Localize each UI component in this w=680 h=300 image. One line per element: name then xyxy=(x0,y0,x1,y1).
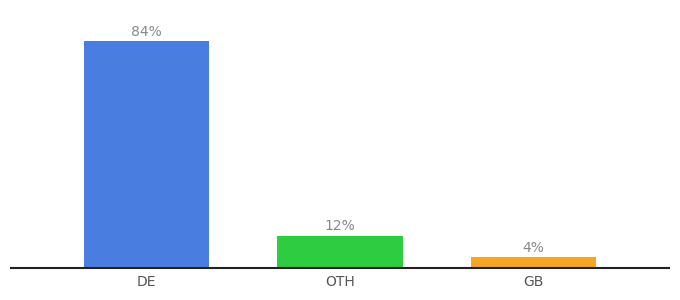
Text: 84%: 84% xyxy=(131,25,162,39)
Bar xyxy=(471,257,596,268)
Bar xyxy=(277,236,403,268)
Bar xyxy=(84,41,209,268)
Text: 4%: 4% xyxy=(522,241,545,255)
Text: 12%: 12% xyxy=(324,219,356,233)
